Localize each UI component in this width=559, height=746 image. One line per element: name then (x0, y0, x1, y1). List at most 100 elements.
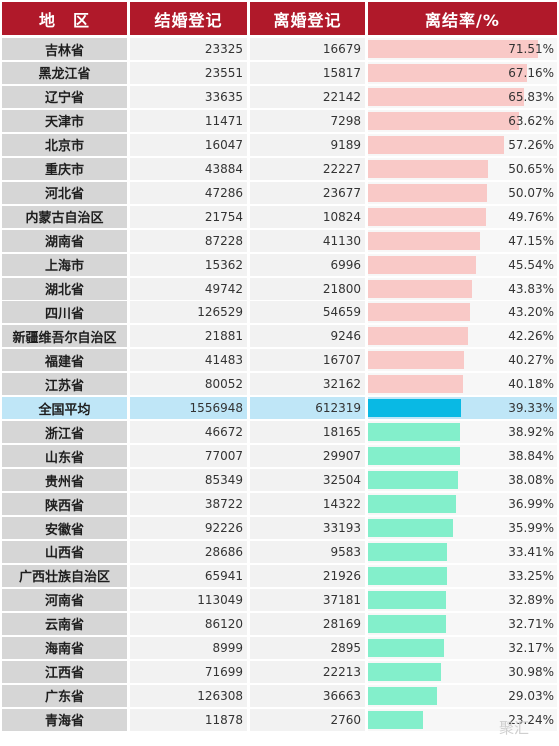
ratio-bar (368, 159, 489, 178)
marriage-cell: 11471 (130, 109, 247, 132)
divorce-cell: 9583 (250, 540, 365, 563)
divorce-cell: 22227 (250, 157, 365, 180)
divorce-cell: 22142 (250, 85, 365, 108)
ratio-cell: 32.71% (368, 612, 557, 635)
ratio-label: 39.33% (508, 401, 554, 416)
marriage-cell: 23325 (130, 38, 247, 60)
marriage-cell: 126308 (130, 684, 247, 707)
marriage-cell: 46672 (130, 421, 247, 444)
ratio-bar (368, 590, 446, 609)
marriage-cell: 8999 (130, 636, 247, 659)
region-cell: 河北省 (2, 181, 127, 204)
marriage-cell: 21881 (130, 325, 247, 348)
ratio-label: 40.18% (508, 377, 554, 392)
ratio-cell: 65.83% (368, 85, 557, 108)
ratio-cell: 42.26% (368, 325, 557, 348)
marriage-cell: 71699 (130, 660, 247, 683)
marriage-cell: 47286 (130, 181, 247, 204)
divorce-cell: 15817 (250, 61, 365, 84)
divorce-cell: 21800 (250, 277, 365, 300)
divorce-cell: 7298 (250, 109, 365, 132)
ratio-cell: 30.98% (368, 660, 557, 683)
divorce-cell: 32162 (250, 373, 365, 396)
ratio-bar (368, 519, 454, 537)
region-cell: 河南省 (2, 588, 127, 611)
ratio-cell: 47.15% (368, 229, 557, 252)
header-region: 地 区 (2, 2, 127, 35)
ratio-bar (368, 471, 459, 490)
region-cell: 黑龙江省 (2, 61, 127, 84)
ratio-label: 38.08% (508, 473, 554, 488)
region-cell: 浙江省 (2, 421, 127, 444)
divorce-cell: 41130 (250, 229, 365, 252)
region-cell: 江西省 (2, 660, 127, 683)
region-cell: 重庆市 (2, 157, 127, 180)
divorce-cell: 29907 (250, 445, 365, 468)
ratio-label: 67.16% (508, 65, 554, 80)
region-cell: 广东省 (2, 684, 127, 707)
ratio-cell: 57.26% (368, 133, 557, 156)
divorce-cell: 16707 (250, 349, 365, 372)
marriage-cell: 43884 (130, 157, 247, 180)
ratio-label: 32.17% (508, 640, 554, 655)
divorce-cell: 37181 (250, 588, 365, 611)
region-cell: 山西省 (2, 540, 127, 563)
divorce-cell: 10824 (250, 205, 365, 228)
divorce-cell: 28169 (250, 612, 365, 635)
ratio-bar (368, 87, 525, 106)
region-cell: 江苏省 (2, 373, 127, 396)
ratio-cell: 29.03% (368, 684, 557, 707)
region-cell: 青海省 (2, 708, 127, 731)
region-cell: 辽宁省 (2, 85, 127, 108)
marriage-cell: 33635 (130, 85, 247, 108)
divorce-cell: 21926 (250, 564, 365, 587)
region-cell: 湖南省 (2, 229, 127, 252)
ratio-bar (368, 351, 464, 370)
ratio-bar (368, 135, 504, 154)
ratio-label: 63.62% (508, 113, 554, 128)
ratio-label: 71.51% (508, 42, 554, 56)
ratio-bar (368, 111, 519, 130)
region-cell: 四川省 (2, 301, 127, 324)
header-divorce: 离婚登记 (250, 2, 365, 35)
ratio-cell: 50.07% (368, 181, 557, 204)
ratio-bar (368, 255, 476, 274)
ratio-cell: 39.33% (368, 397, 557, 420)
ratio-label: 29.03% (508, 688, 554, 703)
ratio-label: 33.41% (508, 544, 554, 559)
watermark: 聚汇 (498, 719, 529, 737)
ratio-label: 43.83% (508, 281, 554, 296)
ratio-cell: 35.99% (368, 517, 557, 539)
ratio-label: 35.99% (508, 521, 554, 535)
region-cell: 陕西省 (2, 493, 127, 516)
ratio-cell: 36.99% (368, 493, 557, 516)
divorce-cell: 9189 (250, 133, 365, 156)
ratio-cell: 32.89% (368, 588, 557, 611)
marriage-cell: 113049 (130, 588, 247, 611)
marriage-cell: 15362 (130, 253, 247, 276)
header-marriage: 结婚登记 (130, 2, 247, 35)
divorce-cell: 6996 (250, 253, 365, 276)
marriage-cell: 23551 (130, 61, 247, 84)
ratio-cell: 45.54% (368, 253, 557, 276)
ratio-label: 50.07% (508, 185, 554, 200)
marriage-cell: 86120 (130, 612, 247, 635)
ratio-bar (368, 710, 424, 729)
divorce-cell: 36663 (250, 684, 365, 707)
divorce-cell: 32504 (250, 469, 365, 492)
ratio-cell: 50.65% (368, 157, 557, 180)
ratio-label: 65.83% (508, 89, 554, 104)
region-cell: 云南省 (2, 612, 127, 635)
ratio-bar (368, 638, 445, 657)
ratio-bar (368, 662, 442, 681)
ratio-label: 32.89% (508, 592, 554, 607)
ratio-cell: 71.51% (368, 38, 557, 60)
marriage-cell: 49742 (130, 277, 247, 300)
region-cell: 天津市 (2, 109, 127, 132)
ratio-cell: 38.08% (368, 469, 557, 492)
ratio-bar (368, 231, 480, 250)
ratio-cell: 43.83% (368, 277, 557, 300)
divorce-cell: 33193 (250, 517, 365, 539)
region-cell: 内蒙古自治区 (2, 205, 127, 228)
divorce-cell: 2760 (250, 708, 365, 731)
